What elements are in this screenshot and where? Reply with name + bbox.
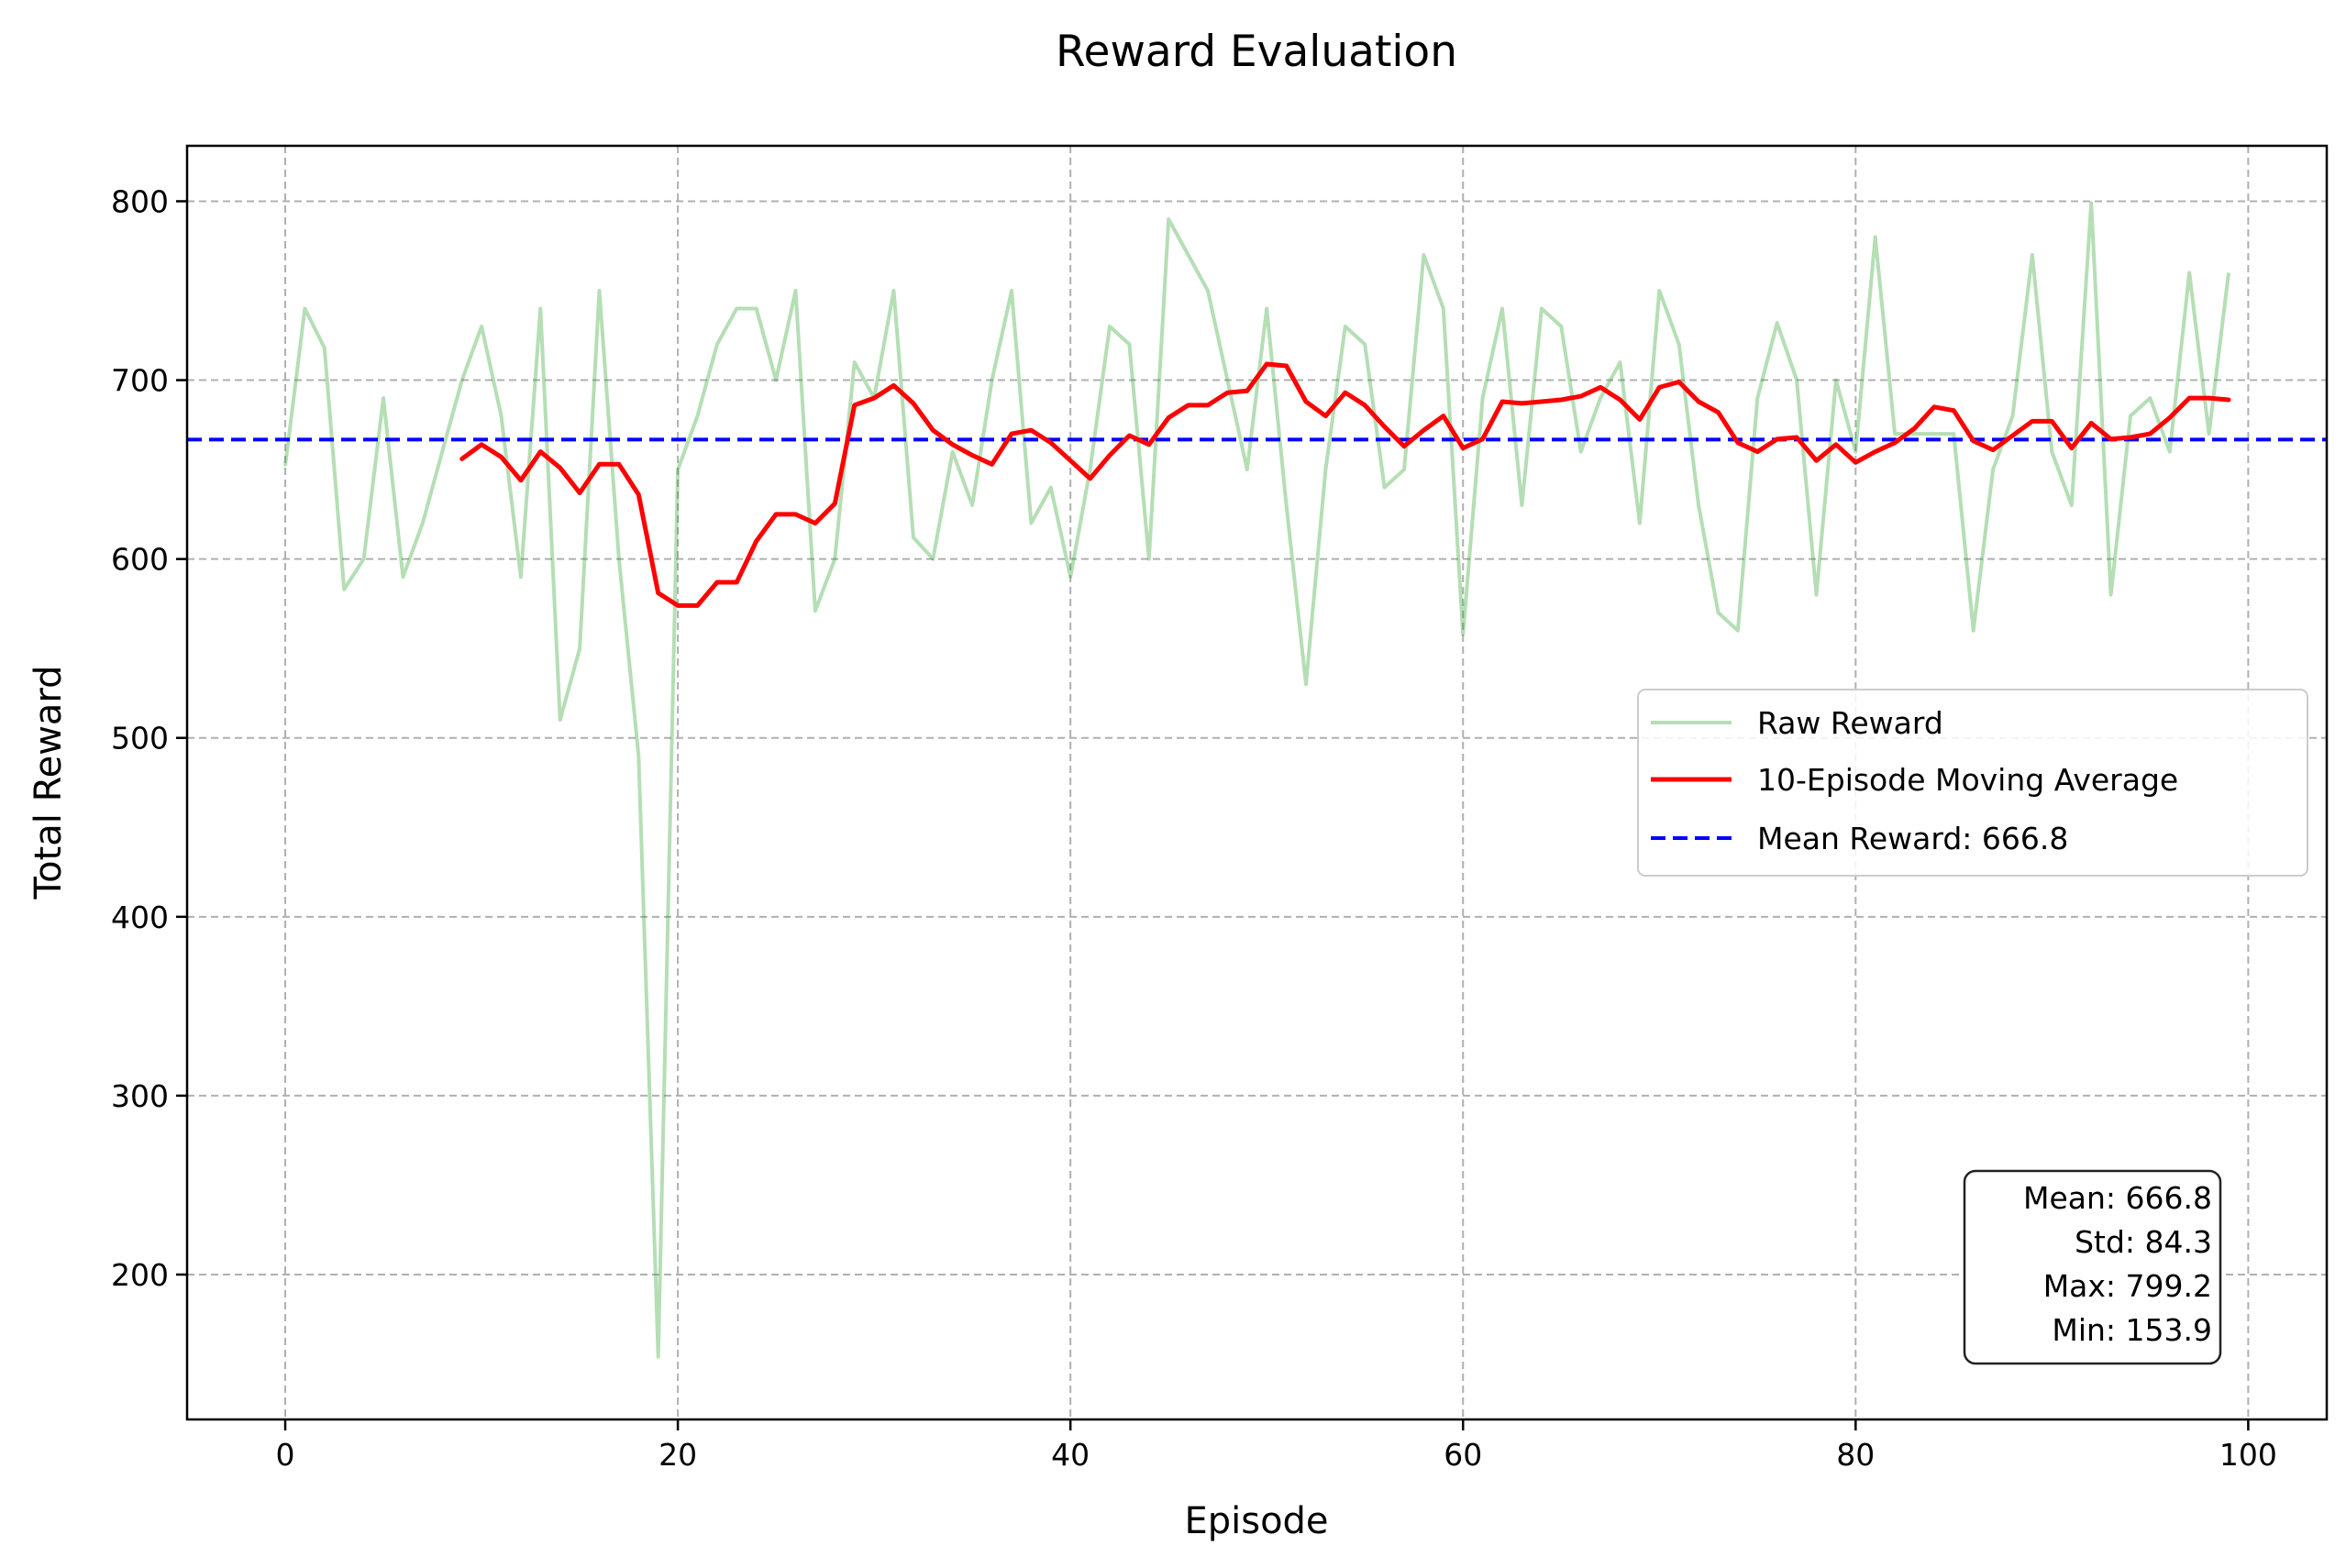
y-tick-label: 200: [111, 1257, 169, 1293]
legend-label-moving-average: 10-Episode Moving Average: [1757, 762, 2178, 798]
stats-std: Std: 84.3: [2075, 1224, 2212, 1260]
y-axis-title: Total Reward: [28, 665, 70, 900]
y-tick-label: 700: [111, 363, 169, 399]
series-line-moving-average: [459, 361, 2231, 608]
legend-label-raw-reward: Raw Reward: [1757, 705, 1943, 741]
y-tick-label: 300: [111, 1078, 169, 1114]
y-tick-label: 600: [111, 542, 169, 578]
plot-area-frame: [185, 144, 2329, 1421]
stats-max: Max: 799.2: [2043, 1268, 2212, 1304]
y-axis-ticks: 200 300 400 500 600 700 800: [111, 183, 187, 1293]
y-tick-label: 400: [111, 900, 169, 935]
x-tick-label: 20: [658, 1437, 697, 1473]
x-tick-label: 80: [1836, 1437, 1875, 1473]
stats-mean: Mean: 666.8: [2023, 1180, 2212, 1216]
x-tick-label: 0: [276, 1437, 295, 1473]
stats-box: Mean: 666.8 Std: 84.3 Max: 799.2 Min: 15…: [1963, 1169, 2222, 1365]
x-tick-label: 100: [2219, 1437, 2277, 1473]
legend-label-mean-reward: Mean Reward: 666.8: [1757, 821, 2068, 856]
legend: Raw Reward 10-Episode Moving Average Mea…: [1637, 689, 2308, 877]
x-tick-label: 60: [1444, 1437, 1482, 1473]
series-layer: [187, 201, 2327, 1359]
x-axis-ticks: 0 20 40 60 80 100: [276, 1419, 2277, 1473]
y-tick-label: 500: [111, 721, 169, 756]
legend-box: [1637, 689, 2308, 877]
stats-min: Min: 153.9: [2052, 1312, 2212, 1348]
x-axis-title: Episode: [1184, 1500, 1328, 1542]
x-tick-label: 40: [1051, 1437, 1090, 1473]
chart-title: Reward Evaluation: [1056, 27, 1457, 77]
y-tick-label: 800: [111, 183, 169, 219]
stats-box-frame: [1963, 1169, 2222, 1365]
